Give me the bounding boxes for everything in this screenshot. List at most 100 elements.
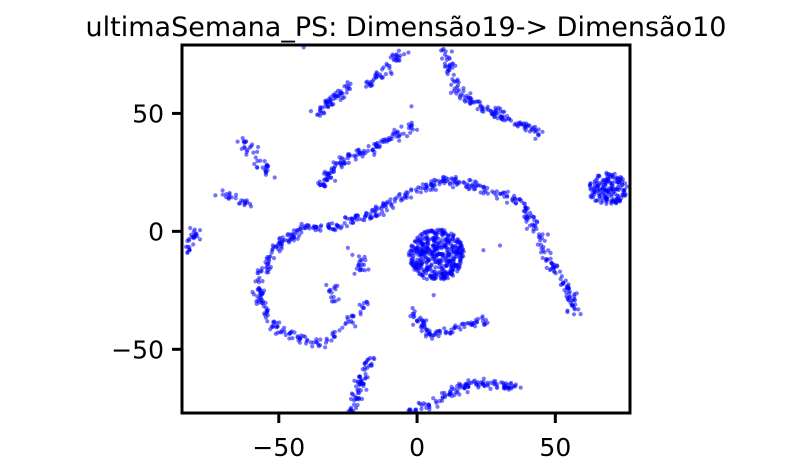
points-layer (183, 45, 630, 415)
data-point (431, 396, 436, 401)
data-point (531, 227, 536, 232)
data-point (357, 397, 362, 402)
data-point (539, 250, 544, 255)
data-point (374, 73, 379, 78)
data-point (600, 199, 605, 204)
data-point (442, 64, 447, 69)
data-point (439, 232, 444, 237)
data-point (409, 195, 414, 200)
data-point (333, 283, 338, 289)
data-point (388, 55, 393, 60)
data-point (250, 289, 255, 295)
data-point (356, 254, 362, 259)
data-point (576, 307, 581, 312)
data-point (328, 287, 333, 292)
data-point (521, 201, 526, 206)
data-point (451, 72, 456, 77)
data-point (362, 367, 367, 372)
data-point (447, 182, 453, 187)
data-point (445, 241, 451, 246)
data-point (498, 109, 503, 114)
data-point (318, 343, 323, 348)
data-point (572, 307, 577, 312)
data-point (524, 123, 529, 128)
data-point (271, 256, 277, 261)
data-point (262, 288, 267, 293)
data-point (326, 172, 331, 177)
data-point (605, 174, 610, 179)
data-point (344, 224, 350, 229)
data-point (391, 57, 396, 63)
data-point (352, 271, 357, 276)
data-point (381, 212, 386, 218)
data-point (454, 180, 459, 185)
data-point (431, 270, 436, 275)
data-point (431, 293, 436, 298)
data-point (455, 269, 460, 274)
data-point (411, 322, 416, 327)
data-point (350, 392, 355, 397)
data-point (450, 185, 456, 190)
data-point (433, 398, 438, 404)
data-point (447, 391, 452, 397)
data-point (542, 250, 547, 255)
data-point (410, 127, 415, 132)
data-point (358, 309, 363, 314)
data-point (555, 264, 560, 269)
data-point (253, 155, 258, 160)
data-point (433, 231, 438, 236)
data-point (443, 237, 449, 242)
data-point (275, 246, 281, 252)
data-point (466, 95, 471, 100)
data-point (255, 149, 260, 154)
data-point (531, 223, 536, 228)
data-point (380, 67, 385, 72)
data-point (450, 77, 455, 82)
data-point (475, 380, 480, 385)
data-point (333, 178, 338, 183)
data-point (450, 330, 455, 335)
data-point (449, 82, 454, 87)
data-point (424, 182, 429, 187)
data-point (331, 299, 336, 304)
data-point (355, 152, 360, 157)
data-point (496, 105, 501, 110)
data-point (344, 90, 349, 95)
x-axis-ticks: −50 0 50 (252, 413, 571, 462)
data-point (341, 160, 346, 166)
data-point (461, 249, 466, 254)
data-point (480, 184, 485, 189)
data-point (415, 263, 420, 268)
data-point (408, 314, 413, 319)
data-point (336, 223, 341, 228)
data-point (460, 93, 465, 98)
data-point (455, 390, 460, 395)
data-point (370, 82, 375, 88)
data-point (416, 268, 421, 273)
data-point (426, 402, 432, 408)
data-point (316, 112, 321, 117)
data-point (478, 190, 483, 195)
data-point (366, 144, 371, 149)
data-point (409, 104, 414, 109)
data-point (342, 157, 347, 162)
data-point (450, 65, 455, 70)
data-point (462, 98, 467, 103)
data-point (619, 179, 625, 184)
data-point (440, 243, 445, 248)
data-point (374, 70, 379, 75)
y-axis-ticks: −50 0 50 (111, 99, 182, 364)
data-point (480, 105, 485, 110)
data-point (242, 203, 247, 208)
data-point (451, 232, 456, 237)
data-point (423, 402, 428, 407)
data-point (590, 193, 595, 198)
data-point (283, 332, 288, 338)
data-point (550, 264, 556, 270)
data-point (402, 52, 407, 57)
y-tick-label: 50 (132, 99, 164, 128)
data-point (257, 287, 262, 293)
data-point (418, 247, 423, 252)
data-point (258, 268, 263, 273)
data-point (337, 160, 342, 165)
